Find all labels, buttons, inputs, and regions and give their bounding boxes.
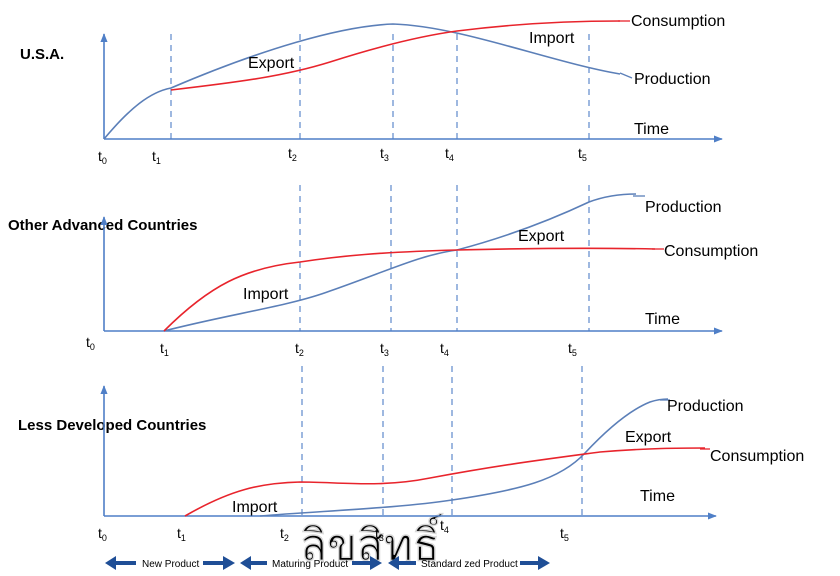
stage-bar: New Product Maturing Product Standard ze… — [105, 556, 550, 570]
panel-other-advanced-countries: Other Advanced Countries Production Cons… — [8, 185, 758, 358]
watermark: ลิขสิทธิ์ — [300, 513, 443, 570]
stage-label-standardized-product: Standard zed Product — [421, 559, 518, 570]
tick-label-t5: t5 — [568, 340, 577, 358]
tick-label-t5: t5 — [560, 525, 569, 543]
panel-usa: U.S.A. Consumption Production Export Imp… — [20, 13, 725, 166]
production-curve — [103, 23, 621, 140]
tick-label-t1: t1 — [177, 525, 186, 543]
panel-title: Other Advanced Countries — [8, 217, 197, 234]
tick-label-t1: t1 — [152, 148, 161, 166]
label-export: Export — [248, 55, 295, 72]
label-import: Import — [232, 499, 278, 516]
left-arrow-icon — [388, 556, 416, 570]
label-production: Production — [634, 71, 711, 88]
production-leader — [619, 72, 633, 79]
tick-label-t5: t5 — [578, 145, 587, 163]
left-arrow-icon — [105, 556, 136, 570]
label-production: Production — [645, 199, 722, 216]
consumption-curve — [163, 247, 656, 332]
right-arrow-icon — [203, 556, 235, 570]
label-time: Time — [640, 488, 675, 505]
tick-label-t3: t3 — [380, 340, 389, 358]
tick-label-t2: t2 — [280, 525, 289, 543]
stage-label-new-product: New Product — [142, 559, 199, 570]
label-consumption: Consumption — [631, 13, 725, 30]
production-curve — [259, 398, 669, 517]
consumption-curve — [184, 447, 706, 517]
consumption-curve — [170, 20, 621, 91]
tick-labels: t0 t1 t2 t3 t4 t5 — [98, 145, 587, 166]
tick-label-t0: t0 — [86, 334, 95, 352]
stage-label-maturing-product: Maturing Product — [272, 559, 348, 570]
label-consumption: Consumption — [710, 448, 804, 465]
panel-title: U.S.A. — [20, 46, 64, 63]
right-arrow-icon — [520, 556, 550, 570]
tick-label-t2: t2 — [288, 145, 297, 163]
production-curve — [163, 193, 637, 332]
label-consumption: Consumption — [664, 243, 758, 260]
left-arrow-icon — [240, 556, 267, 570]
tick-label-t3: t3 — [380, 145, 389, 163]
tick-label-t3: t3 — [375, 525, 384, 543]
panel-title: Less Developed Countries — [18, 417, 206, 434]
tick-labels: t0 t1 t2 t3 t4 t5 — [98, 517, 569, 543]
label-export: Export — [625, 429, 672, 446]
label-import: Import — [529, 30, 575, 47]
tick-label-t0: t0 — [98, 148, 107, 166]
tick-label-t4: t4 — [440, 517, 449, 535]
tick-label-t0: t0 — [98, 525, 107, 543]
label-export: Export — [518, 228, 565, 245]
label-import: Import — [243, 286, 289, 303]
tick-label-t4: t4 — [445, 145, 454, 163]
tick-label-t1: t1 — [160, 340, 169, 358]
label-time: Time — [645, 311, 680, 328]
tick-label-t4: t4 — [440, 340, 449, 358]
label-production: Production — [667, 398, 744, 415]
panel-less-developed-countries: Less Developed Countries Production Cons… — [18, 366, 804, 543]
tick-label-t2: t2 — [295, 340, 304, 358]
label-time: Time — [634, 121, 669, 138]
right-arrow-icon — [352, 556, 382, 570]
tick-labels: t0 t1 t2 t3 t4 t5 — [86, 334, 577, 358]
